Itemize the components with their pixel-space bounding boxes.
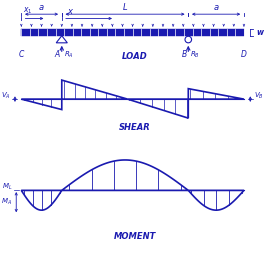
- Text: $V_B$: $V_B$: [254, 91, 264, 101]
- Text: LOAD: LOAD: [122, 52, 148, 61]
- Text: $M_A$: $M_A$: [1, 197, 13, 207]
- Text: SHEAR: SHEAR: [119, 123, 151, 132]
- Text: $x_1$: $x_1$: [23, 6, 32, 16]
- Text: L: L: [123, 3, 127, 12]
- Text: C: C: [19, 50, 24, 59]
- Text: a: a: [39, 3, 44, 12]
- Text: $R_B$: $R_B$: [190, 50, 200, 60]
- Text: MOMENT: MOMENT: [114, 232, 156, 241]
- Text: a: a: [214, 3, 219, 12]
- Text: D: D: [241, 50, 247, 59]
- Text: $V_A$: $V_A$: [1, 91, 11, 101]
- Polygon shape: [21, 29, 244, 36]
- Text: x: x: [67, 7, 72, 16]
- Text: A: A: [55, 50, 60, 59]
- Text: w: w: [257, 28, 264, 37]
- Text: $R_A$: $R_A$: [64, 50, 74, 60]
- Text: $M_L$: $M_L$: [2, 182, 13, 192]
- Text: B: B: [182, 50, 187, 59]
